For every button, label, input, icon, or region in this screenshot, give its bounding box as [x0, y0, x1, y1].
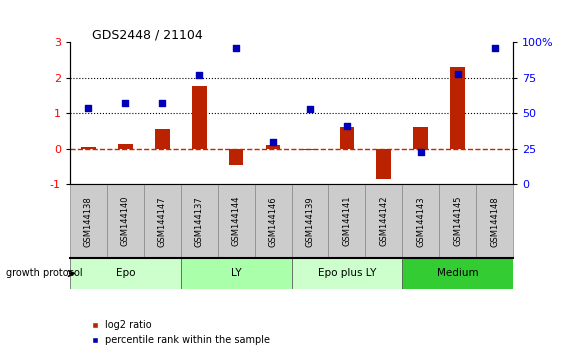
Bar — [328, 184, 366, 258]
Text: GSM144138: GSM144138 — [84, 196, 93, 247]
Text: GSM144146: GSM144146 — [269, 196, 278, 247]
Point — [195, 72, 204, 78]
Legend: log2 ratio, percentile rank within the sample: log2 ratio, percentile rank within the s… — [86, 316, 274, 349]
Point — [490, 45, 499, 51]
Text: GSM144145: GSM144145 — [453, 196, 462, 246]
Bar — [217, 184, 255, 258]
Text: GSM144142: GSM144142 — [380, 196, 388, 246]
Bar — [450, 67, 465, 149]
Bar — [303, 149, 317, 150]
Bar — [70, 184, 107, 258]
Text: Medium: Medium — [437, 268, 479, 279]
Text: GSM144141: GSM144141 — [342, 196, 352, 246]
Text: GSM144147: GSM144147 — [158, 196, 167, 247]
Bar — [292, 184, 328, 258]
Bar — [255, 184, 292, 258]
Point — [84, 105, 93, 111]
Bar — [155, 129, 170, 149]
Bar — [70, 258, 181, 289]
Bar — [107, 184, 144, 258]
Bar — [402, 258, 513, 289]
Bar — [192, 86, 206, 149]
Bar — [266, 145, 280, 149]
Point — [268, 139, 278, 144]
Bar — [144, 184, 181, 258]
Bar — [181, 258, 292, 289]
Point — [416, 149, 426, 155]
Bar — [81, 147, 96, 149]
Text: GSM144139: GSM144139 — [305, 196, 314, 247]
Text: LY: LY — [231, 268, 241, 279]
Text: GDS2448 / 21104: GDS2448 / 21104 — [92, 28, 203, 41]
Point — [453, 72, 462, 77]
Text: Epo plus LY: Epo plus LY — [318, 268, 376, 279]
Text: growth protocol: growth protocol — [6, 268, 82, 279]
Point — [157, 100, 167, 105]
Bar — [229, 149, 244, 165]
Bar — [292, 258, 402, 289]
Text: GSM144144: GSM144144 — [231, 196, 241, 246]
Text: GSM144137: GSM144137 — [195, 196, 203, 247]
Text: GSM144140: GSM144140 — [121, 196, 130, 246]
Text: GSM144143: GSM144143 — [416, 196, 425, 247]
Point — [342, 123, 352, 129]
Bar — [377, 149, 391, 179]
Bar — [439, 184, 476, 258]
Point — [231, 45, 241, 51]
Bar — [366, 184, 402, 258]
Bar — [476, 184, 513, 258]
Text: GSM144148: GSM144148 — [490, 196, 499, 247]
Bar — [339, 127, 354, 149]
Bar — [118, 144, 133, 149]
Bar — [413, 127, 428, 149]
Point — [305, 106, 315, 112]
Text: Epo: Epo — [115, 268, 135, 279]
Bar — [402, 184, 439, 258]
Bar — [181, 184, 217, 258]
Point — [121, 100, 130, 105]
